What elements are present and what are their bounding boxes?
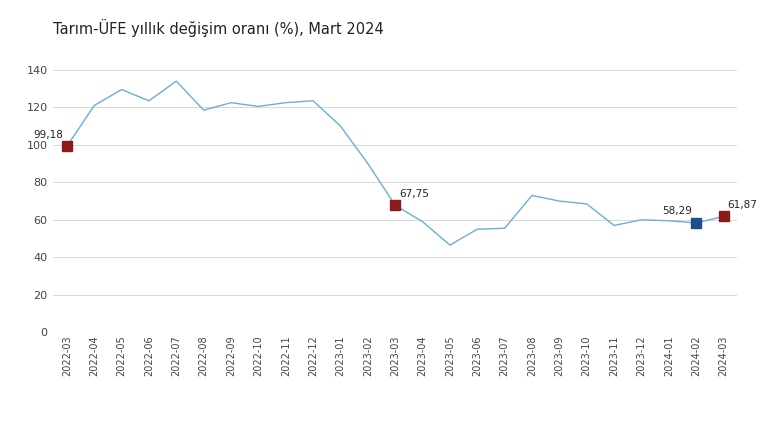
Text: Tarım-ÜFE yıllık değişim oranı (%), Mart 2024: Tarım-ÜFE yıllık değişim oranı (%), Mart… <box>53 20 384 37</box>
Text: 67,75: 67,75 <box>399 189 429 199</box>
Text: 99,18: 99,18 <box>33 130 63 140</box>
Text: 61,87: 61,87 <box>727 200 758 210</box>
Text: 58,29: 58,29 <box>662 207 692 216</box>
